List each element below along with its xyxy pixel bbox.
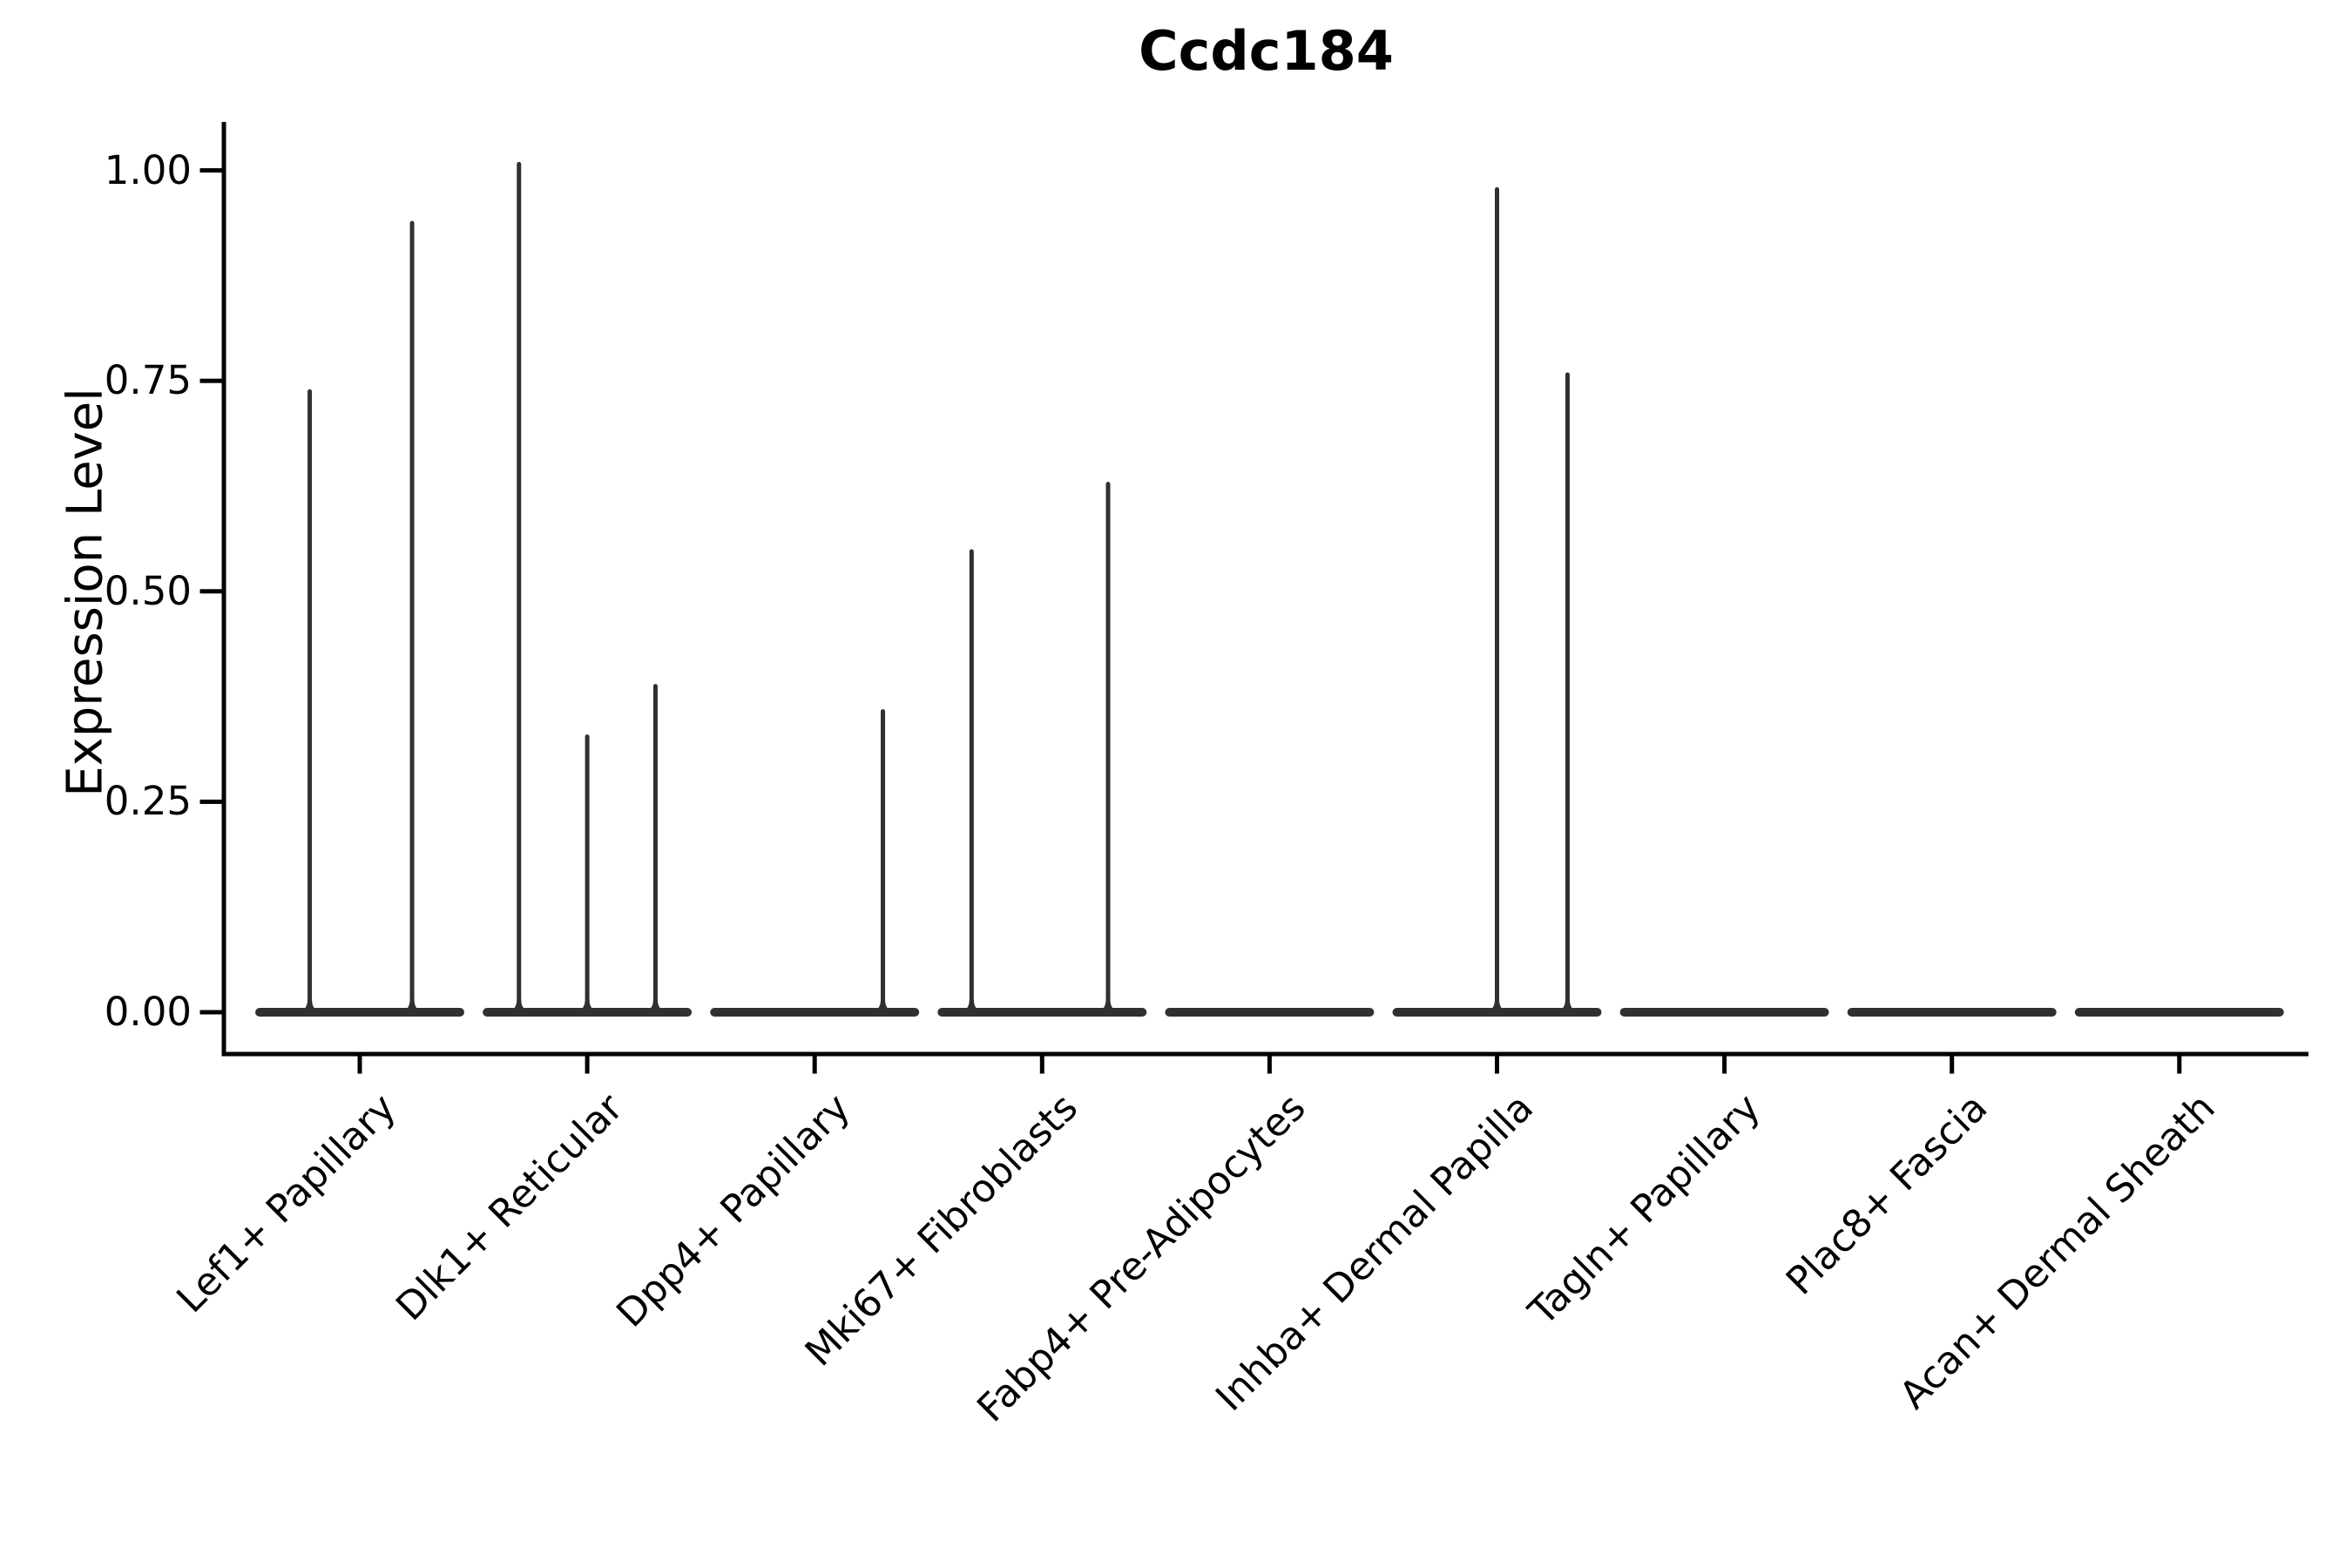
- violin-spike: [517, 161, 522, 1012]
- y-tick-label: 0.25: [104, 778, 192, 825]
- violin-spike: [1495, 186, 1499, 1013]
- violin-spike-base: [1484, 999, 1510, 1013]
- x-tick-mark: [1039, 1056, 1044, 1074]
- violin-spike: [1105, 482, 1111, 1012]
- violin-spike-base: [959, 999, 984, 1013]
- violin-spike-base: [643, 999, 668, 1013]
- violin-spike-base: [870, 999, 896, 1013]
- violin-spike-base: [297, 999, 322, 1013]
- violin-spike-base: [1096, 999, 1121, 1013]
- x-tick-mark: [2177, 1056, 2182, 1074]
- violin-spike-base: [506, 999, 531, 1013]
- violin-spike: [652, 684, 658, 1012]
- y-tick-mark: [199, 1010, 222, 1015]
- x-tick-mark: [357, 1056, 362, 1074]
- violin-spike: [969, 549, 974, 1012]
- violin-spike-base: [400, 999, 425, 1013]
- violin-spike: [409, 220, 415, 1013]
- y-tick-label: 0.50: [104, 567, 192, 614]
- x-tick-mark: [1950, 1056, 1955, 1074]
- violin-baseline: [2074, 1008, 2284, 1017]
- x-tick-mark: [585, 1056, 590, 1074]
- y-tick-mark: [199, 799, 222, 804]
- violin-spike: [1565, 372, 1570, 1012]
- x-tick-mark: [812, 1056, 817, 1074]
- y-tick-mark: [199, 589, 222, 594]
- y-tick-label: 0.75: [104, 357, 192, 404]
- violin-spike: [881, 709, 886, 1012]
- violin-spike: [308, 389, 313, 1012]
- violin-baseline: [710, 1008, 920, 1017]
- x-axis-spine: [221, 1051, 2308, 1057]
- violin-baseline: [1619, 1008, 1829, 1017]
- y-tick-mark: [199, 378, 222, 383]
- x-tick-mark: [1722, 1056, 1727, 1074]
- y-tick-label: 0.00: [104, 989, 192, 1035]
- violin-spike-base: [1555, 999, 1580, 1013]
- y-tick-mark: [199, 168, 222, 173]
- chart-title: Ccdc184: [1139, 19, 1394, 83]
- violin-spike-base: [575, 999, 600, 1013]
- violin-baseline: [1847, 1008, 2057, 1017]
- violin-spike: [585, 734, 590, 1012]
- violin-baseline: [937, 1008, 1147, 1017]
- x-tick-mark: [1495, 1056, 1499, 1074]
- y-axis-spine: [221, 122, 226, 1057]
- x-tick-mark: [1267, 1056, 1272, 1074]
- violin-baseline: [1165, 1008, 1375, 1017]
- violin-baseline: [255, 1008, 464, 1017]
- y-tick-label: 1.00: [104, 146, 192, 193]
